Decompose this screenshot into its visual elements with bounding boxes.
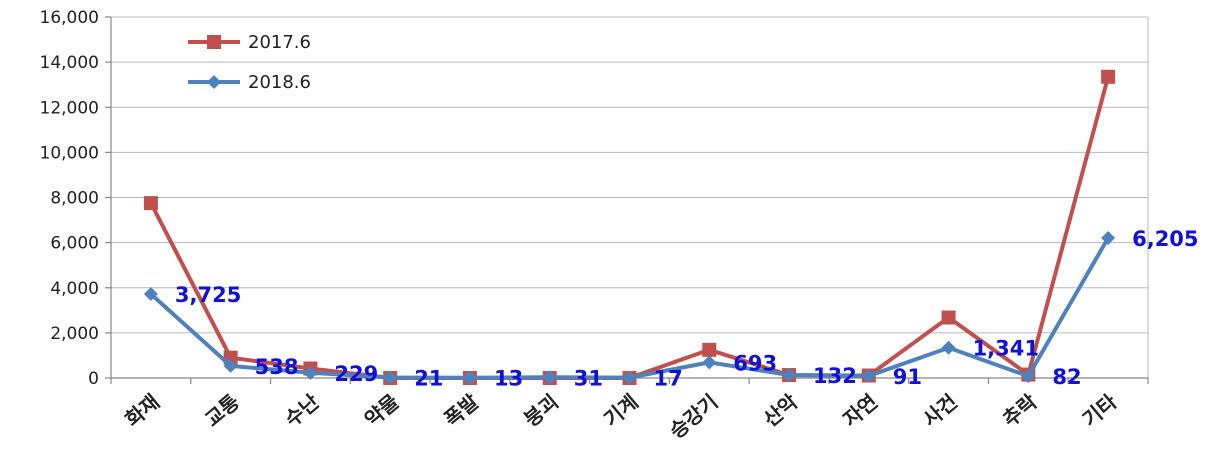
- x-tick-label: 기계: [599, 389, 643, 431]
- legend-label: 2018.6: [248, 72, 311, 93]
- data-label: 82: [1052, 365, 1081, 389]
- x-tick-label: 산악: [759, 389, 803, 431]
- data-label: 6,205: [1132, 227, 1198, 251]
- x-tick-label: 약물: [360, 389, 404, 431]
- data-label: 31: [574, 366, 603, 390]
- y-tick-label: 0: [88, 369, 99, 389]
- data-label: 13: [494, 367, 523, 391]
- series-point: [861, 368, 876, 383]
- y-tick-label: 14,000: [40, 53, 99, 73]
- x-tick-label: 붕괴: [519, 389, 563, 431]
- series-point: [782, 368, 797, 383]
- series-point: [1101, 230, 1116, 245]
- series-point: [1021, 369, 1036, 384]
- y-tick-label: 8,000: [50, 189, 99, 209]
- series-point: [462, 370, 477, 385]
- series-point: [143, 196, 158, 211]
- x-tick-label: 자연: [838, 389, 882, 431]
- series-point: [941, 310, 956, 325]
- x-tick-label: 폭발: [440, 389, 484, 431]
- x-tick-label: 기타: [1078, 389, 1122, 431]
- x-axis-ticks: 화재 교통 수난 약물 폭발 붕괴 기계 승강기 산악 자연 사건 추락 기타: [120, 389, 1121, 443]
- y-tick-label: 2,000: [50, 324, 99, 344]
- series-lines: [143, 69, 1116, 385]
- series-point: [702, 342, 717, 357]
- y-tick-label: 12,000: [40, 98, 99, 118]
- legend: 2017.6 2018.6: [188, 32, 311, 93]
- data-label: 1,341: [973, 337, 1039, 361]
- gridlines: [105, 16, 1149, 384]
- series-point: [702, 355, 717, 370]
- x-tick-label: 수난: [280, 389, 324, 431]
- series-point: [1101, 69, 1116, 84]
- x-tick-label: 추락: [998, 389, 1042, 431]
- series-point: [383, 370, 398, 385]
- y-tick-label: 6,000: [50, 234, 99, 254]
- data-label: 693: [733, 351, 777, 375]
- data-label: 538: [255, 355, 299, 379]
- series-point: [542, 370, 557, 385]
- legend-label: 2017.6: [248, 32, 311, 53]
- y-tick-label: 16,000: [40, 8, 99, 28]
- data-label: 17: [654, 367, 683, 391]
- x-tick-label: 교통: [200, 389, 244, 431]
- data-label: 91: [893, 365, 922, 389]
- y-axis-ticks: 0 2,000 4,000 6,000 8,000 10,000 12,000 14,000 1…: [40, 8, 99, 389]
- series-point: [622, 370, 637, 385]
- data-labels: 3,725 538 229 21 13 31 17 693 132 91 1,341 82 6,205: [175, 227, 1199, 391]
- data-label: 21: [414, 367, 443, 391]
- legend-marker: [207, 75, 221, 89]
- series-point: [303, 365, 318, 380]
- data-label: 132: [813, 364, 857, 388]
- y-tick-label: 4,000: [50, 279, 99, 299]
- x-tick-label: 사건: [918, 389, 962, 431]
- y-tick-label: 10,000: [40, 143, 99, 163]
- series-point: [143, 286, 158, 301]
- series-point: [223, 358, 238, 373]
- series-point: [941, 340, 956, 355]
- x-tick-label: 승강기: [665, 389, 723, 443]
- x-tick-label: 화재: [120, 389, 164, 431]
- legend-marker: [207, 35, 221, 49]
- data-label: 229: [334, 362, 378, 386]
- data-label: 3,725: [175, 283, 241, 307]
